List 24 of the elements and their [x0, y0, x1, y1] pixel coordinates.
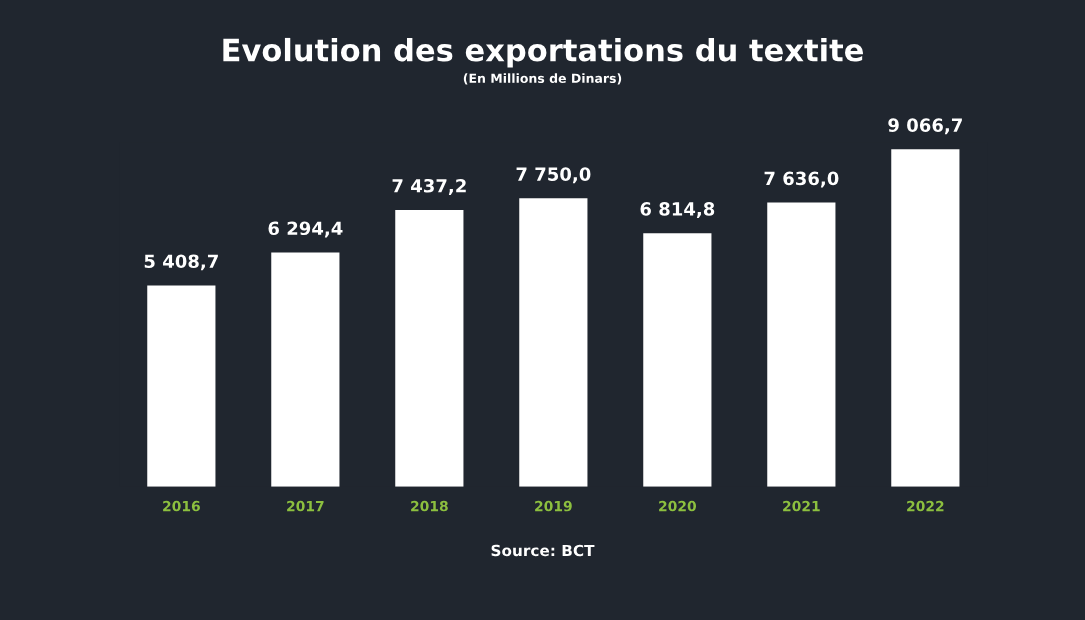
x-tick-label: 2022 — [907, 500, 944, 512]
bar — [767, 202, 836, 487]
bar — [643, 233, 712, 487]
data-label: 7 636,0 — [764, 171, 839, 188]
data-label: 6 294,4 — [268, 221, 343, 238]
data-label: 5 408,7 — [144, 254, 218, 271]
x-tick-label: 2021 — [783, 500, 820, 512]
chart-subtitle: (En Millions de Dinars) — [463, 73, 622, 85]
data-label: 7 750,0 — [516, 167, 591, 184]
data-label: 9 066,7 — [888, 118, 962, 135]
bar — [891, 149, 960, 487]
chart-title: Evolution des exportations du textite — [223, 37, 863, 68]
bar — [147, 285, 216, 487]
bar — [395, 209, 464, 487]
source-note: Source: BCT — [491, 544, 595, 557]
x-tick-label: 2020 — [659, 500, 697, 512]
x-tick-label: 2017 — [287, 500, 324, 512]
bar — [519, 198, 588, 487]
x-tick-label: 2019 — [535, 500, 572, 512]
data-label: 7 437,2 — [392, 178, 466, 195]
data-label: 6 814,8 — [640, 202, 715, 219]
x-tick-label: 2016 — [163, 500, 200, 512]
x-tick-label: 2018 — [411, 500, 448, 512]
bar — [271, 252, 340, 487]
